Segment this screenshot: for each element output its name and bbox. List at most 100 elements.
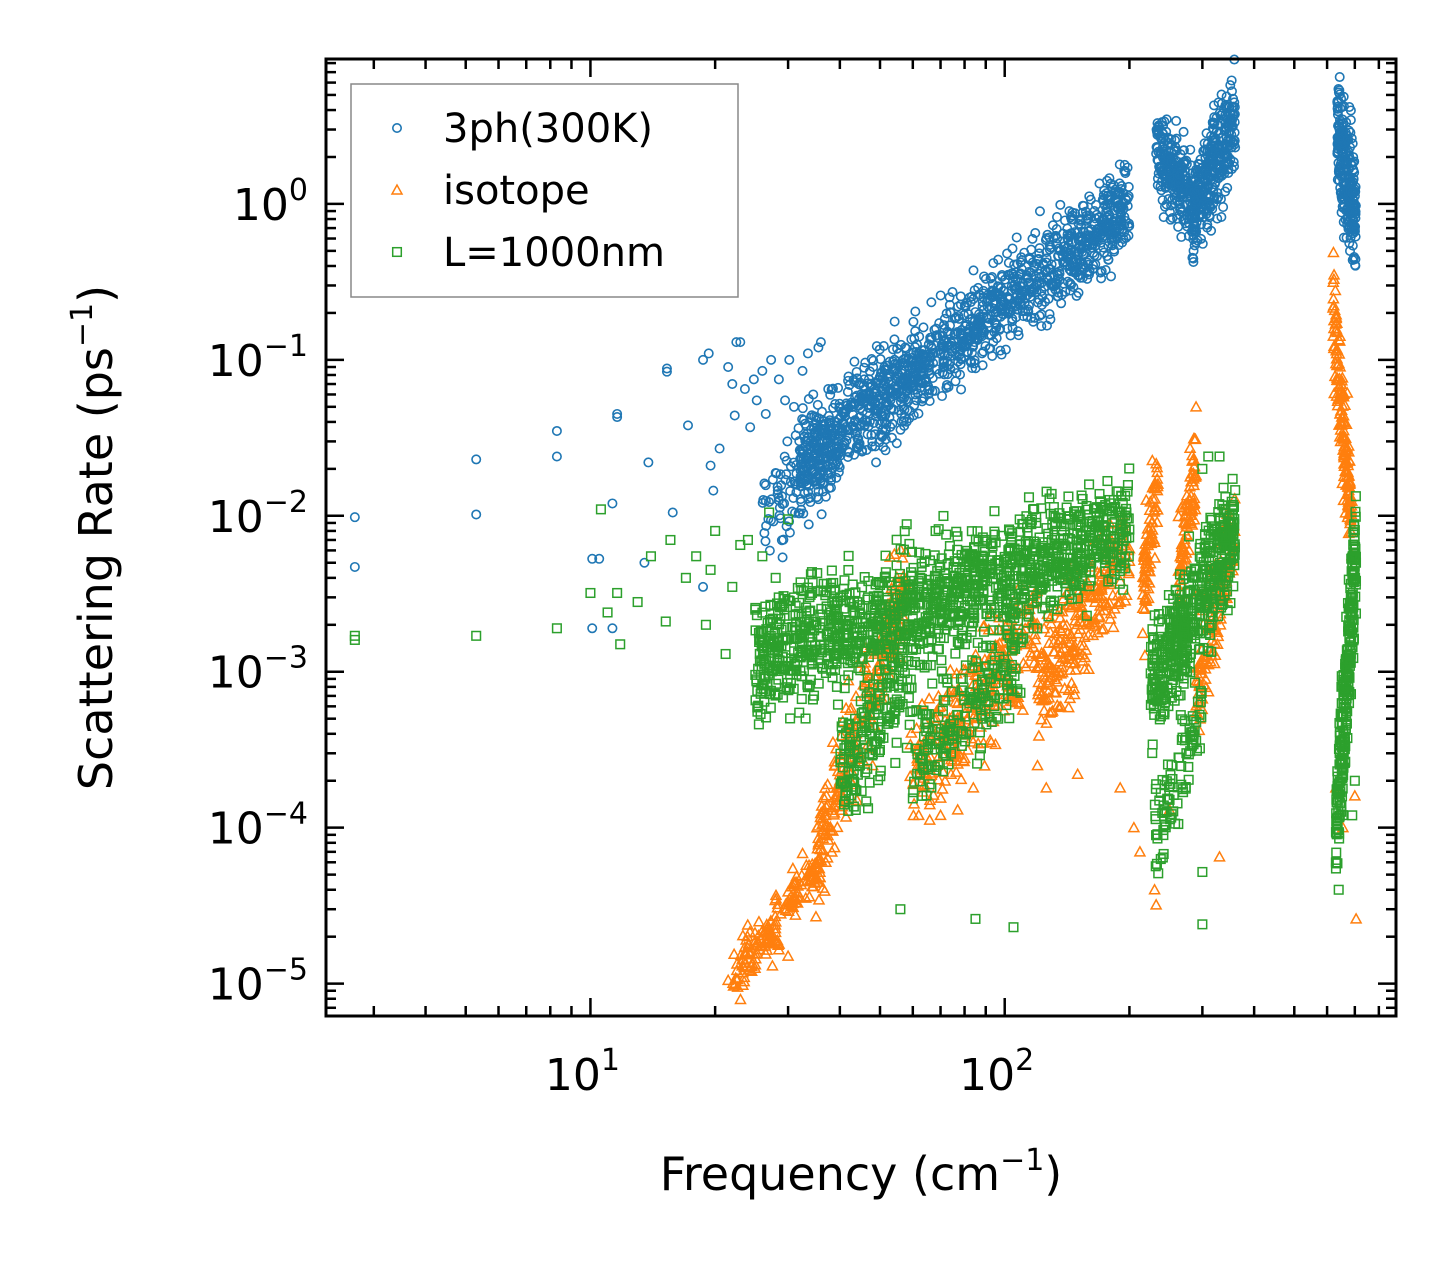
data-point-circle (788, 457, 799, 468)
data-point-circle (759, 478, 770, 489)
data-point-circle (878, 341, 889, 352)
data-point-circle (1055, 199, 1066, 210)
data-point-square (720, 648, 731, 660)
data-point-circle (1203, 191, 1214, 202)
data-point-circle (763, 513, 774, 524)
data-point-circle (1051, 278, 1062, 289)
data-point-circle (854, 412, 865, 423)
data-point-circle (987, 279, 998, 290)
data-point-circle (1048, 232, 1059, 243)
data-point-circle (1076, 243, 1087, 254)
data-point-circle (845, 416, 856, 427)
data-point-circle (867, 436, 878, 447)
data-point-circle (551, 425, 562, 436)
data-point-triangle (1032, 729, 1046, 741)
data-point-circle (893, 348, 904, 359)
data-point-triangle (1113, 781, 1127, 793)
data-point-square (585, 587, 596, 599)
data-point-triangle (1149, 898, 1163, 910)
data-point-circle (1158, 120, 1169, 131)
data-point-circle (1226, 86, 1237, 97)
data-point-circle (1068, 282, 1079, 293)
data-point-circle (871, 457, 882, 468)
data-point-circle (1030, 227, 1041, 238)
data-point-circle (1196, 233, 1207, 244)
data-point-circle (1041, 247, 1052, 258)
data-point-circle (1152, 127, 1163, 138)
data-point-circle (1123, 181, 1134, 192)
data-point-circle (1048, 269, 1059, 280)
data-point-circle (937, 341, 948, 352)
data-point-circle (899, 357, 910, 368)
data-point-circle (775, 469, 786, 480)
data-point-circle (857, 445, 868, 456)
data-point-circle (1078, 201, 1089, 212)
data-point-circle (866, 430, 877, 441)
data-point-circle (1189, 176, 1200, 187)
data-point-square (839, 575, 850, 586)
data-point-square (1197, 866, 1208, 878)
data-point-circle (844, 447, 855, 458)
data-point-circle (970, 363, 981, 374)
data-point-square (615, 639, 626, 650)
data-point-circle (1163, 193, 1174, 204)
data-point-circle (1202, 145, 1213, 156)
data-point-circle (823, 384, 834, 395)
data-point-circle (910, 369, 921, 380)
data-point-circle (955, 299, 966, 310)
data-point-circle (760, 536, 771, 547)
data-point-circle (1046, 259, 1057, 270)
data-point-circle (1024, 266, 1035, 277)
data-point-circle (587, 553, 598, 564)
data-point-circle (1034, 248, 1045, 259)
data-point-circle (878, 442, 889, 453)
data-point-square (972, 526, 983, 537)
data-point-circle (607, 498, 618, 509)
data-point-circle (867, 441, 878, 452)
data-point-circle (1013, 330, 1024, 341)
data-point-circle (1006, 281, 1017, 292)
data-point-circle (891, 438, 902, 449)
data-point-circle (766, 354, 777, 365)
data-point-circle (1102, 175, 1113, 186)
data-point-circle (1096, 266, 1107, 277)
data-point-circle (1169, 192, 1180, 203)
data-point-circle (1159, 201, 1170, 212)
data-point-circle (349, 512, 360, 523)
data-point-circle (1034, 206, 1045, 217)
data-point-circle (1226, 75, 1237, 86)
data-point-circle (760, 480, 771, 491)
data-point-square (895, 904, 906, 915)
data-point-circle (1334, 72, 1345, 83)
data-point-circle (727, 379, 738, 390)
data-point-circle (812, 399, 823, 410)
data-point-square (632, 596, 643, 608)
data-point-circle (935, 349, 946, 360)
data-point-circle (998, 285, 1009, 296)
data-point-circle (904, 413, 915, 424)
data-point-circle (1225, 80, 1236, 91)
data-point-circle (903, 383, 914, 394)
data-point-circle (1181, 158, 1192, 169)
data-point-circle (772, 481, 783, 492)
data-point-circle (1019, 247, 1030, 258)
data-point-triangle (951, 803, 964, 815)
data-point-circle (977, 297, 988, 308)
data-point-circle (587, 623, 598, 634)
data-point-circle (1166, 139, 1177, 150)
data-point-circle (723, 362, 734, 373)
data-point-circle (826, 475, 837, 486)
data-point-circle (891, 368, 902, 379)
data-point-circle (1045, 314, 1056, 325)
data-point-circle (1123, 230, 1134, 241)
data-point-circle (1155, 181, 1166, 192)
data-point-circle (780, 395, 791, 406)
data-point-circle (661, 366, 672, 377)
data-point-circle (1178, 126, 1189, 137)
data-point-square (794, 707, 805, 718)
data-point-circle (968, 330, 979, 341)
data-point-square (796, 693, 807, 705)
data-point-circle (802, 432, 813, 443)
data-point-triangle (734, 992, 747, 1005)
